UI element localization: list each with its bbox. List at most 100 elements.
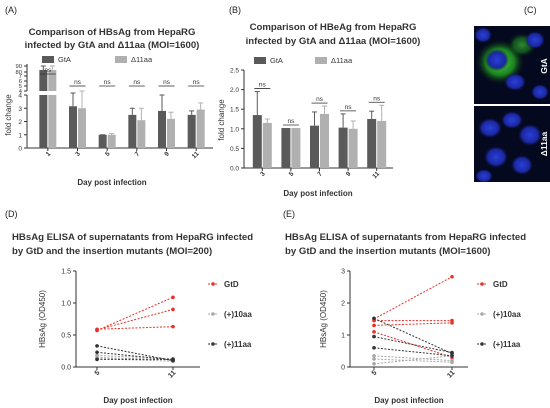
bar-gta bbox=[187, 114, 196, 148]
series-line-ins10aa bbox=[373, 355, 453, 362]
panel-a-letter: (A) bbox=[5, 5, 17, 15]
bar-d11aa bbox=[137, 120, 146, 148]
y-tick-label: 2 bbox=[341, 301, 345, 308]
micrograph-d11aa-cells bbox=[475, 111, 542, 182]
bar-d11aa bbox=[320, 113, 329, 168]
point-gtd bbox=[171, 324, 175, 329]
point-ins10aa bbox=[372, 362, 376, 366]
x-axis-label: Day post infection bbox=[283, 189, 352, 198]
point-gtd bbox=[450, 274, 454, 279]
x-tick-label: 11 bbox=[191, 150, 201, 160]
x-tick-label: 9 bbox=[163, 150, 171, 158]
legend-label-ins11aa: (+)11aa bbox=[224, 340, 252, 349]
y-axis-label: fold change bbox=[4, 94, 13, 136]
point-ins11aa bbox=[95, 344, 99, 348]
series-line-gtd bbox=[96, 308, 174, 331]
annotation-ns: ns bbox=[44, 67, 52, 74]
series-line-ins10aa bbox=[96, 358, 174, 362]
micrograph-gta-label: GtA bbox=[539, 58, 549, 74]
point-gtd bbox=[171, 307, 175, 312]
bar-gta bbox=[98, 134, 107, 148]
legend: GtA Δ11aa bbox=[42, 55, 153, 64]
series-line-gtd bbox=[373, 276, 453, 320]
series-line-gtd bbox=[373, 331, 453, 358]
annotation-ns: ns bbox=[316, 96, 324, 103]
y-tick-label: 5 bbox=[19, 84, 22, 90]
panel-b-title-line2: infected by GtA and Δ11aa (MOI=1600) bbox=[246, 36, 421, 47]
bar-d11aa bbox=[48, 95, 57, 148]
y-tick-label: 0.0 bbox=[230, 166, 239, 173]
legend-label-ins10aa: (+)10aa bbox=[224, 310, 252, 319]
legend-swatch-d11aa bbox=[115, 56, 127, 63]
bar-d11aa bbox=[348, 128, 358, 168]
y-tick-label: 3 bbox=[341, 269, 345, 276]
y-axis-label: HBsAg (OD450) bbox=[38, 290, 47, 348]
bar-d11aa bbox=[291, 128, 301, 168]
series-line-ins10aa bbox=[373, 358, 453, 363]
panel-c: (C) GtA bbox=[474, 5, 550, 182]
series-line-gtd bbox=[96, 296, 174, 331]
panel-d: (D) HBsAg ELISA of supernatants from Hep… bbox=[5, 209, 253, 405]
x-tick-label: 11 bbox=[446, 369, 456, 379]
legend-label-gtd: GtD bbox=[224, 280, 239, 289]
x-axis-label: Day post infection bbox=[77, 178, 146, 187]
y-tick-label: 1 bbox=[341, 333, 345, 340]
bar-d11aa bbox=[196, 109, 205, 148]
point-ins11aa bbox=[95, 357, 99, 362]
point-ins10aa bbox=[450, 360, 454, 365]
annotation-ns: ns bbox=[259, 82, 267, 89]
x-tick-label: 1 bbox=[45, 150, 53, 158]
panel-e-title-line1: HBsAg ELISA of supernatants from HepaRG … bbox=[285, 232, 526, 243]
panel-a: (A) Comparison of HBsAg from HepaRG infe… bbox=[4, 5, 213, 187]
y-tick-label: 4 bbox=[19, 89, 23, 95]
legend-marker-ins10aa bbox=[211, 312, 215, 316]
legend-label-gta: GtA bbox=[58, 55, 71, 64]
y-tick-label: 3 bbox=[18, 106, 22, 113]
point-ins11aa bbox=[171, 357, 175, 362]
legend-marker-ins11aa bbox=[211, 342, 215, 346]
x-tick-label: 7 bbox=[134, 150, 142, 158]
point-ins11aa bbox=[95, 350, 99, 355]
x-tick-label: 5 bbox=[104, 150, 112, 158]
series-line-ins11aa bbox=[373, 347, 453, 357]
legend-marker-ins10aa bbox=[480, 312, 484, 316]
x-tick-label: 11 bbox=[371, 170, 381, 180]
x-axis-label: Day post infection bbox=[374, 396, 443, 405]
legend-marker-gtd bbox=[480, 282, 484, 286]
annotation-ns: ns bbox=[193, 79, 201, 86]
y-tick-label: 4 bbox=[18, 93, 22, 100]
bar-d11aa bbox=[377, 120, 387, 168]
legend-label-ins11aa: (+)11aa bbox=[493, 340, 521, 349]
x-tick-label: 11 bbox=[167, 369, 177, 379]
point-ins11aa bbox=[450, 350, 454, 355]
panel-a-title-line2: infected by GtA and Δ11aa (MOI=1600) bbox=[25, 40, 200, 51]
panel-e-title-line2: by GtD and the insertion mutants (MOI=16… bbox=[285, 246, 491, 257]
point-gtd bbox=[95, 327, 99, 332]
y-tick-label: 0.0 bbox=[61, 365, 71, 372]
annotation-ns: ns bbox=[287, 118, 295, 125]
point-gtd bbox=[372, 323, 376, 328]
y-tick-label: 1.5 bbox=[61, 269, 71, 276]
bar-gta-upper bbox=[39, 70, 48, 91]
bar-gta bbox=[39, 95, 48, 148]
point-ins10aa bbox=[372, 354, 376, 358]
point-ins11aa bbox=[372, 334, 376, 339]
y-tick-label: 2.0 bbox=[230, 87, 239, 94]
point-gtd bbox=[450, 321, 454, 325]
point-gtd bbox=[171, 295, 175, 300]
x-tick-label: 5 bbox=[288, 170, 296, 178]
x-tick-label: 7 bbox=[316, 170, 324, 178]
chart-b: 0.0 0.5 1.0 1.5 2.0 2.5 fold change GtA Δ11aa ns 3… bbox=[217, 56, 393, 198]
panel-b-letter: (B) bbox=[229, 5, 241, 15]
y-axis-label: fold change bbox=[217, 99, 226, 141]
legend-swatch-gta bbox=[42, 56, 54, 63]
legend-label-d11aa: Δ11aa bbox=[131, 55, 153, 64]
series-line-gtd bbox=[373, 322, 453, 326]
annotation-ns: ns bbox=[133, 79, 141, 86]
bar-d11aa-upper bbox=[48, 70, 57, 91]
panel-a-title-line1: Comparison of HBsAg from HepaRG bbox=[29, 27, 196, 38]
series-line-gtd bbox=[96, 326, 174, 330]
y-tick-label: 0.5 bbox=[61, 333, 71, 340]
x-tick-label: 5 bbox=[371, 369, 379, 377]
